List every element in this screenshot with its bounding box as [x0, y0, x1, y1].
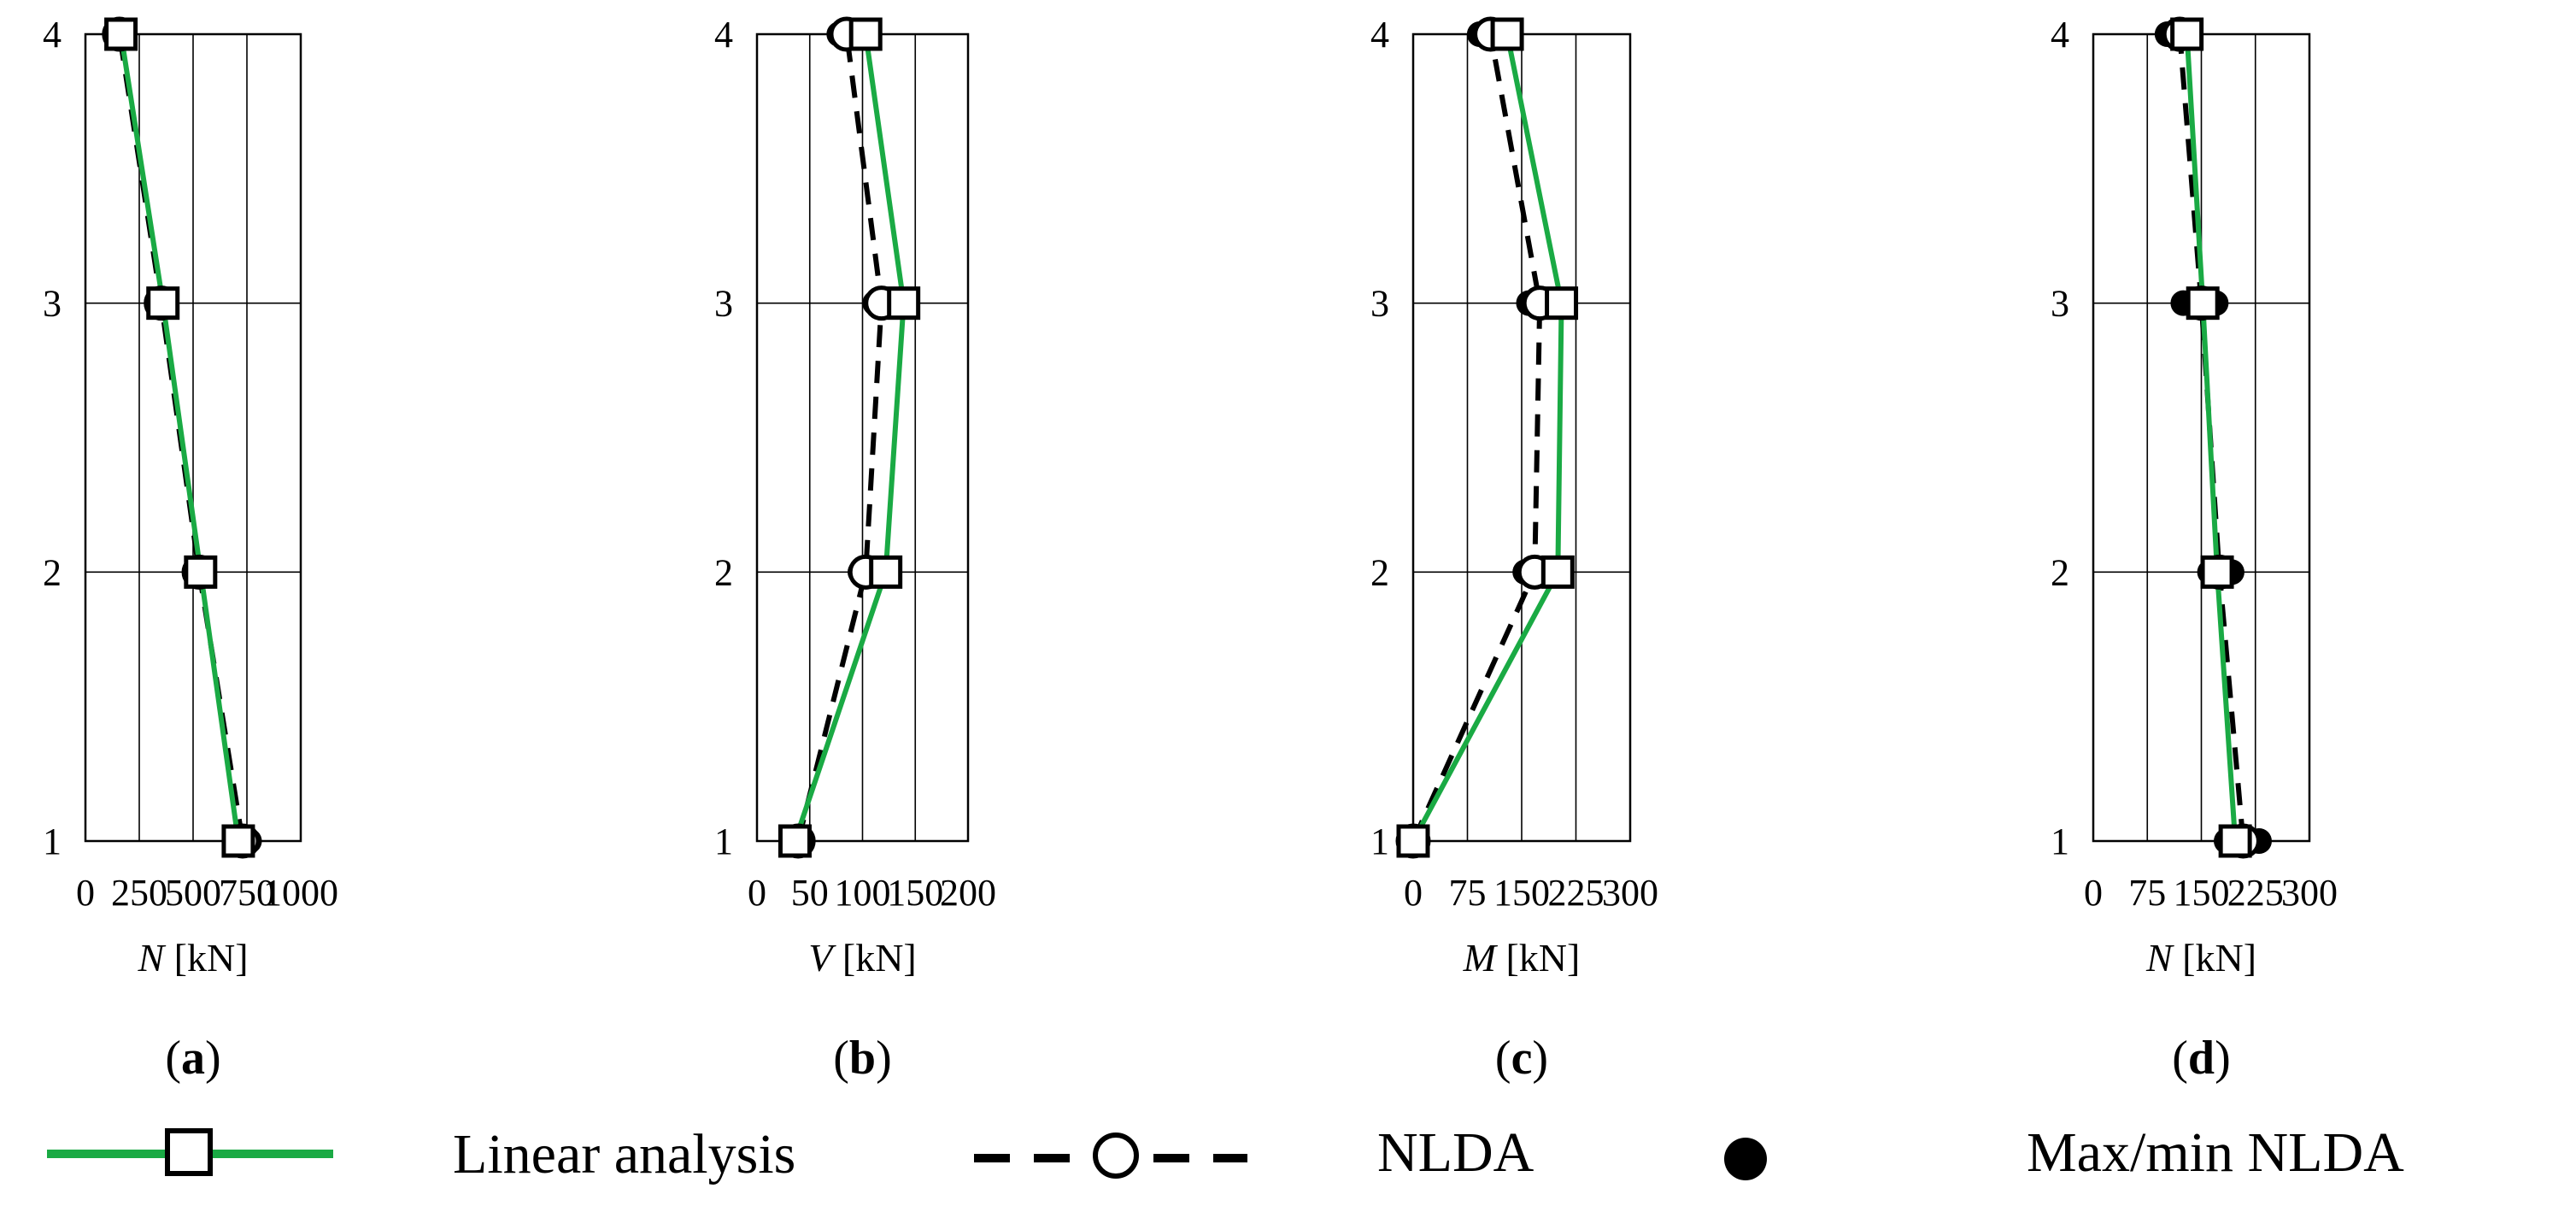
y-tick-label: 1 — [714, 821, 733, 862]
y-tick-label: 4 — [43, 14, 62, 56]
y-tick-label: 1 — [43, 821, 62, 862]
y-tick-label: 2 — [714, 551, 733, 593]
x-tick-label: 300 — [1602, 872, 1658, 914]
x-tick-label: 150 — [2174, 872, 2230, 914]
series-line-linear — [792, 33, 907, 842]
panel-label: (b) — [833, 1032, 891, 1085]
y-tick-label: 4 — [1370, 14, 1389, 56]
legend-label-linear: Linear analysis — [453, 1123, 795, 1185]
panel-label: (a) — [165, 1032, 220, 1085]
x-tick-label: 150 — [887, 872, 943, 914]
x-tick-label: 1000 — [263, 872, 338, 914]
y-tick-label: 4 — [2051, 14, 2069, 56]
marker-linear — [104, 17, 138, 51]
y-tick-label: 4 — [714, 14, 733, 56]
marker-linear — [1540, 555, 1575, 589]
legend-label-maxmin: Max/min NLDA — [2027, 1121, 2404, 1184]
marker-linear — [2218, 824, 2252, 858]
x-axis-label: N [kN] — [2145, 936, 2256, 980]
marker-linear — [1396, 824, 1430, 858]
x-tick-label: 150 — [1493, 872, 1550, 914]
x-tick-label: 225 — [1548, 872, 1605, 914]
panel-label: (c) — [1495, 1032, 1548, 1085]
y-tick-label: 3 — [1370, 283, 1389, 325]
x-tick-label: 50 — [791, 872, 829, 914]
marker-linear — [146, 286, 180, 321]
marker-linear — [887, 286, 921, 321]
x-tick-label: 500 — [165, 872, 221, 914]
legend-maxmin-dot-marker — [1724, 1138, 1767, 1180]
marker-linear — [2200, 555, 2234, 589]
y-tick-label: 2 — [43, 551, 62, 593]
x-tick-label: 75 — [1449, 872, 1487, 914]
x-axis-label: N [kN] — [137, 936, 248, 980]
y-tick-label: 1 — [2051, 821, 2069, 862]
y-tick-label: 3 — [43, 283, 62, 325]
y-tick-label: 1 — [1370, 821, 1389, 862]
series-line-linear — [118, 33, 241, 842]
x-tick-label: 0 — [748, 872, 766, 914]
x-tick-label: 100 — [835, 872, 891, 914]
legend: Linear analysis NLDA Max/min NLDA — [47, 1121, 2404, 1185]
x-tick-label: 250 — [111, 872, 167, 914]
y-tick-label: 3 — [2051, 283, 2069, 325]
marker-linear — [848, 17, 883, 51]
marker-linear — [1545, 286, 1579, 321]
x-tick-label: 0 — [1404, 872, 1423, 914]
x-tick-label: 75 — [2128, 872, 2166, 914]
marker-linear — [1490, 17, 1524, 51]
x-tick-label: 750 — [219, 872, 275, 914]
series-line-nlda — [795, 33, 884, 842]
x-tick-label: 200 — [940, 872, 996, 914]
y-tick-label: 2 — [2051, 551, 2069, 593]
series-line-linear — [1411, 33, 1564, 843]
marker-linear — [2186, 286, 2220, 321]
marker-linear — [2170, 17, 2204, 51]
plot-frame — [84, 32, 302, 843]
x-tick-label: 0 — [2084, 872, 2103, 914]
x-axis-label: M [kN] — [1463, 936, 1581, 980]
marker-linear — [184, 555, 218, 589]
x-tick-label: 300 — [2281, 872, 2338, 914]
panel-label: (d) — [2172, 1032, 2230, 1085]
legend-linear-square-marker — [165, 1128, 213, 1176]
marker-linear — [869, 555, 903, 589]
marker-linear — [777, 824, 812, 858]
series-line-nlda — [1411, 33, 1543, 843]
series-line-linear — [2184, 33, 2239, 842]
y-tick-label: 3 — [714, 283, 733, 325]
x-axis-label: V [kN] — [808, 936, 916, 980]
x-tick-label: 0 — [76, 872, 95, 914]
marker-linear — [221, 824, 255, 858]
legend-nlda-circle-marker — [1093, 1132, 1139, 1179]
y-tick-label: 2 — [1370, 551, 1389, 593]
legend-label-nlda: NLDA — [1377, 1121, 1534, 1184]
x-tick-label: 225 — [2227, 872, 2284, 914]
